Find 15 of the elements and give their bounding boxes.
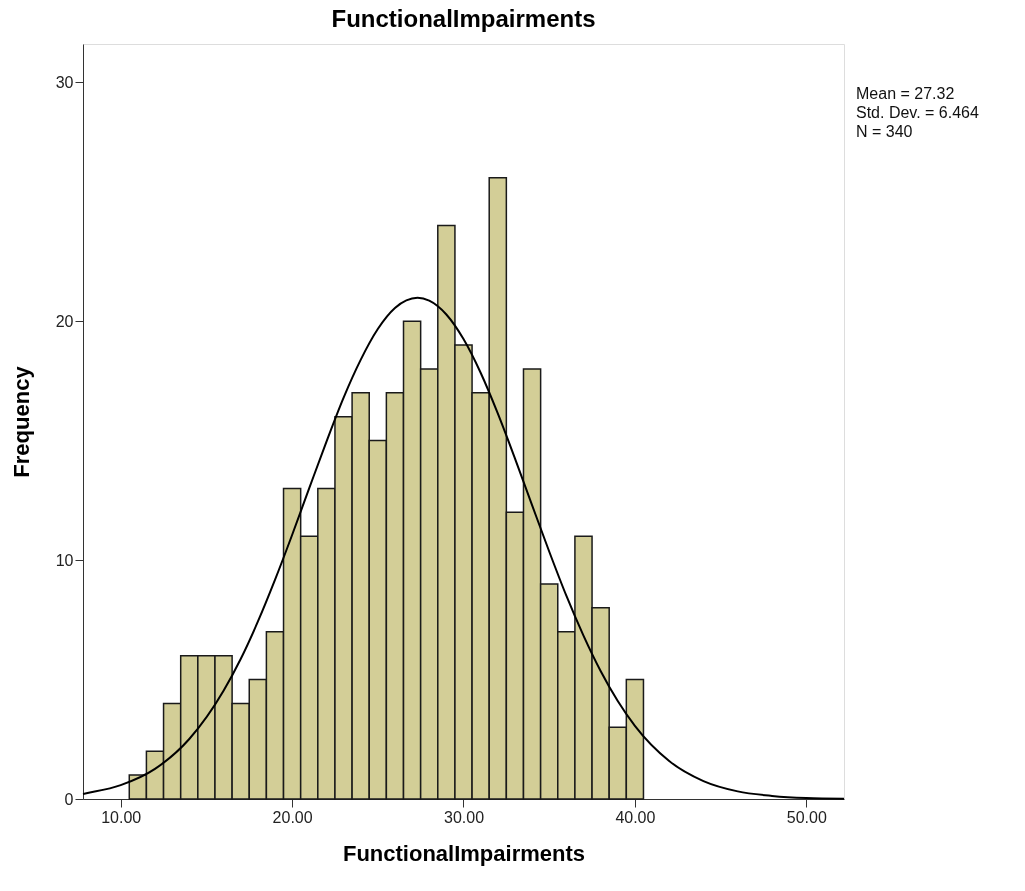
y-tick-label: 30 bbox=[55, 73, 74, 91]
y-axis-title: Frequency bbox=[8, 365, 34, 478]
x-tick-label: 20.00 bbox=[272, 808, 313, 826]
x-axis-title: FunctionalImpairments bbox=[342, 840, 586, 866]
y-tick-label: 0 bbox=[64, 790, 74, 808]
y-tick-label: 10 bbox=[55, 551, 74, 569]
x-tick-label: 50.00 bbox=[786, 808, 827, 826]
x-tick-label: 10.00 bbox=[101, 808, 142, 826]
x-tick-label: 40.00 bbox=[615, 808, 656, 826]
text: Std. Dev. = 6.464 bbox=[856, 104, 979, 121]
x-tick-label: 30.00 bbox=[443, 808, 485, 826]
chart-title: FunctionalImpairments bbox=[331, 5, 596, 32]
y-tick-label: 20 bbox=[55, 312, 74, 330]
text: N = 340 bbox=[856, 123, 913, 140]
text: Mean = 27.32 bbox=[856, 85, 955, 102]
